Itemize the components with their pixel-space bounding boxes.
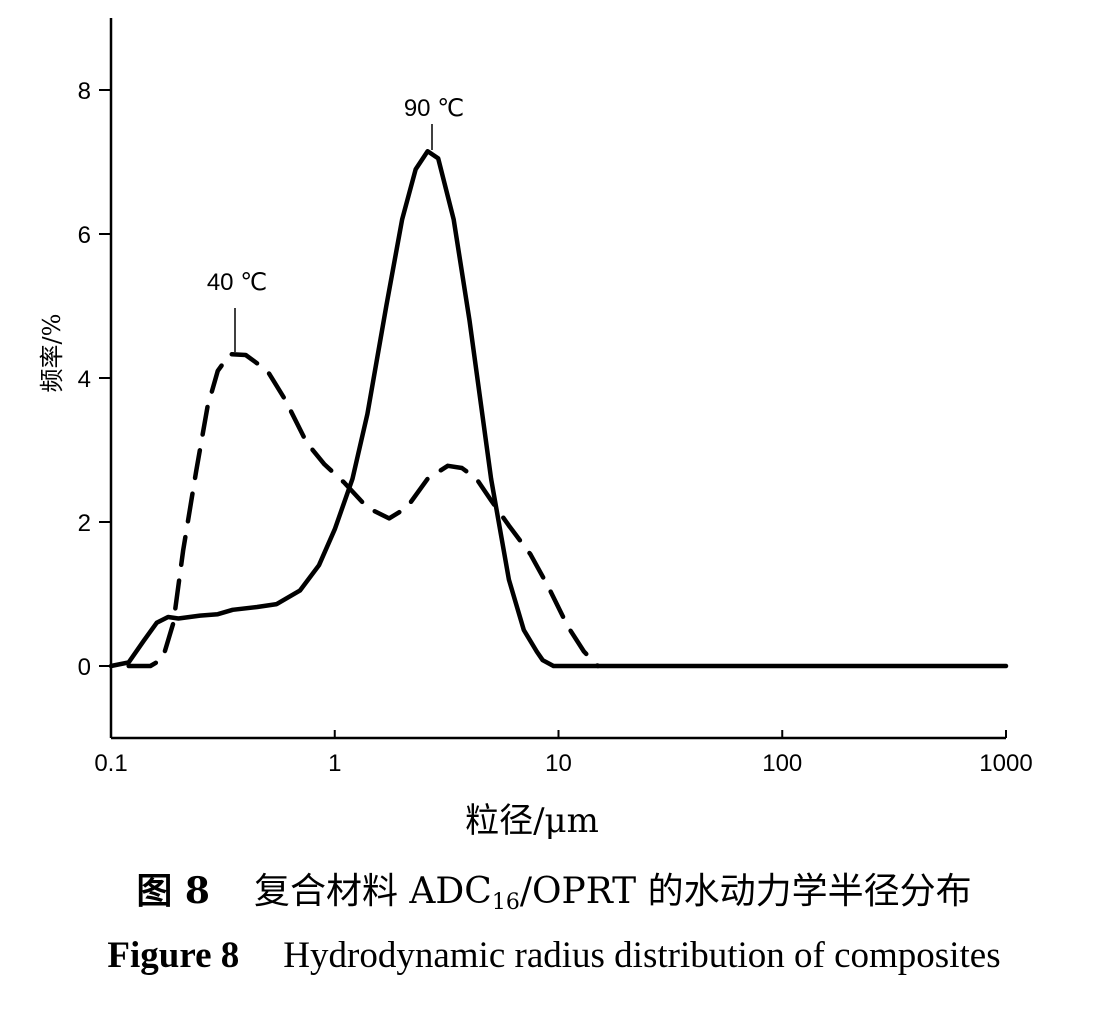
x-tick-label: 10 — [545, 750, 572, 777]
x-tick-label: 1000 — [979, 750, 1032, 777]
y-tick-label: 4 — [78, 366, 91, 393]
caption-chinese-text-after: /OPRT 的水动力学半径分布 — [519, 871, 972, 912]
y-tick-label: 0 — [78, 654, 91, 681]
chart: 0 2 4 6 8 0.1 1 10 100 1000 90 ℃ 40 ℃ 频率/% 粒径/μm — [38, 18, 1033, 841]
y-tick-label: 8 — [78, 78, 91, 105]
caption-english-text: Hydrodynamic radius distribution of comp… — [283, 935, 1001, 976]
axes — [109, 18, 1006, 740]
series-line-40c — [126, 351, 601, 669]
annotation-label-90: 90 ℃ — [404, 95, 464, 122]
ticks: 0 2 4 6 8 0.1 1 10 100 1000 — [78, 78, 1033, 777]
x-tick-label: 100 — [762, 750, 802, 777]
caption-chinese-label: 图 8 — [136, 870, 210, 912]
x-axis-label: 粒径/μm — [465, 801, 599, 841]
series-layer — [108, 148, 1009, 669]
x-tick-label: 0.1 — [94, 750, 127, 777]
annotation-layer: 90 ℃ 40 ℃ — [207, 95, 464, 352]
caption-chinese: 图 8 复合材料 ADC16/OPRT 的水动力学半径分布 — [0, 862, 1108, 915]
y-tick-label: 6 — [78, 222, 91, 249]
caption-chinese-text-before: 复合材料 ADC — [253, 871, 492, 912]
caption-chinese-subscript: 16 — [491, 890, 520, 915]
y-axis-label: 频率/% — [38, 314, 66, 393]
series-line-90c — [108, 148, 1009, 669]
caption-english-label: Figure 8 — [107, 935, 240, 976]
annotation-label-40: 40 ℃ — [207, 269, 267, 296]
x-tick-label: 1 — [328, 750, 341, 777]
y-tick-label: 2 — [78, 510, 91, 537]
caption-english: Figure 8 Hydrodynamic radius distribution… — [0, 934, 1108, 977]
